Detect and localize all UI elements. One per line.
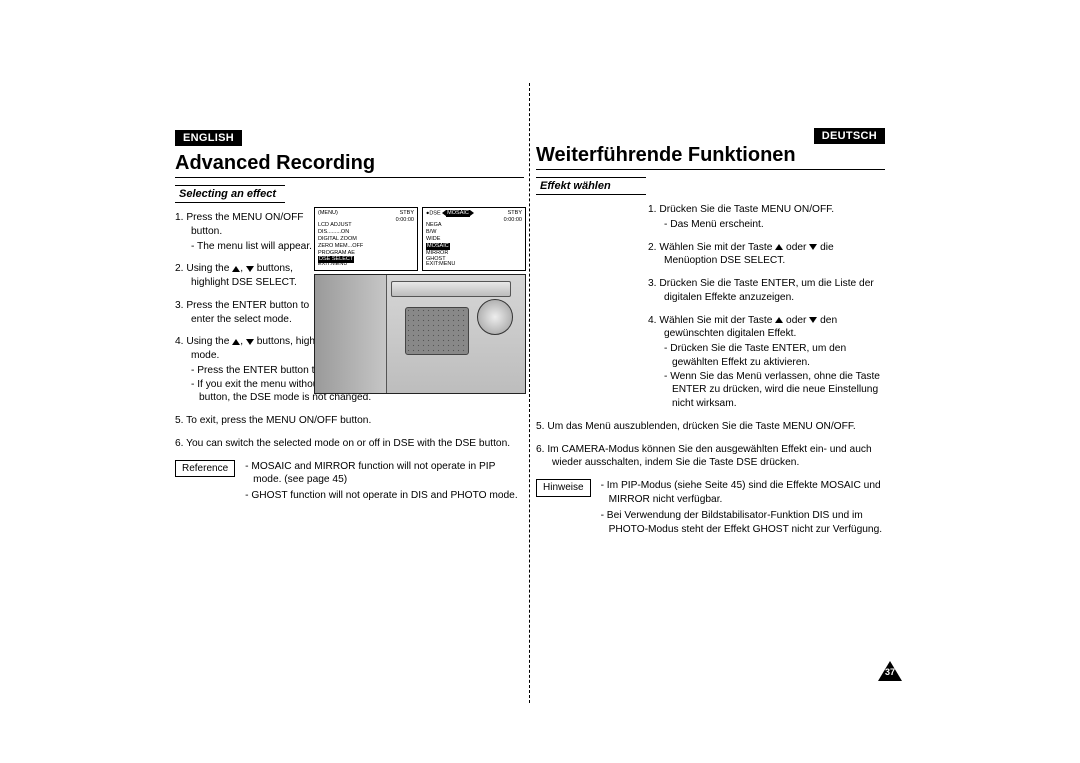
title-en: Advanced Recording — [175, 152, 524, 175]
osd-dse-list: NEGA B/W WIDE MOSAIC MIRROR GHOST — [426, 222, 450, 263]
osd-dse-screen: ●DSE MOSAIC STBY0:00:00 NEGA B/W WIDE MO… — [422, 207, 526, 271]
deutsch-column: DEUTSCH Weiterführende Funktionen Effekt… — [530, 128, 885, 668]
step-item: 6. Im CAMERA-Modus können Sie den ausgew… — [536, 443, 885, 471]
step-item: 2. Using the , buttons, highlight DSE SE… — [175, 262, 313, 290]
reference-label: Hinweise — [536, 479, 591, 497]
reference-list: - MOSAIC and MIRROR function will not op… — [245, 460, 524, 505]
step-item: 3. Press the ENTER button to enter the s… — [175, 299, 313, 327]
osd-menu-list: LCD ADJUST DIS.........ON DIGITAL ZOOM Z… — [318, 222, 363, 263]
osd-exit: EXIT:MENU — [426, 261, 455, 268]
page-number-badge: 37 — [878, 661, 902, 681]
subhead-de: Effekt wählen — [536, 177, 646, 195]
osd-label: (MENU) — [318, 210, 338, 217]
osd-exit: EXIT:MENU — [318, 261, 347, 268]
title-de: Weiterführende Funktionen — [536, 144, 885, 167]
camera-illustration — [314, 274, 526, 394]
lang-badge-de: DEUTSCH — [814, 128, 885, 144]
step-item: 2. Wählen Sie mit der Taste oder die Men… — [648, 241, 888, 269]
english-column: ENGLISH Advanced Recording Selecting an … — [175, 128, 530, 668]
title-underline — [536, 169, 885, 170]
step-item: 5. To exit, press the MENU ON/OFF button… — [175, 414, 524, 428]
reference-de: Hinweise - Im PIP-Modus (siehe Seite 45)… — [536, 479, 885, 538]
lang-badge-en: ENGLISH — [175, 130, 242, 146]
osd-status: STBY0:00:00 — [504, 210, 522, 224]
reference-list: - Im PIP-Modus (siehe Seite 45) sind die… — [601, 479, 885, 538]
step-item: 4. Wählen Sie mit der Taste oder den gew… — [648, 314, 888, 411]
osd-status: STBY0:00:00 — [396, 210, 414, 224]
content-de: 1. Drücken Sie die Taste MENU ON/OFF. - … — [536, 203, 885, 470]
step-item: 5. Um das Menü auszublenden, drücken Sie… — [536, 420, 885, 434]
step-item: 3. Drücken Sie die Taste ENTER, um die L… — [648, 277, 888, 305]
osd-label: ●DSE MOSAIC — [426, 210, 474, 217]
step-item: 1. Press the MENU ON/OFF button. - The m… — [175, 211, 313, 253]
subhead-en: Selecting an effect — [175, 185, 285, 203]
reference-label: Reference — [175, 460, 235, 478]
manual-page: ENGLISH Advanced Recording Selecting an … — [175, 128, 887, 668]
step-item: 1. Drücken Sie die Taste MENU ON/OFF. - … — [648, 203, 888, 232]
figures-en: (MENU) STBY0:00:00 LCD ADJUST DIS.......… — [314, 207, 526, 394]
step-item: 6. You can switch the selected mode on o… — [175, 437, 524, 451]
reference-en: Reference - MOSAIC and MIRROR function w… — [175, 460, 524, 505]
content-en: (MENU) STBY0:00:00 LCD ADJUST DIS.......… — [175, 211, 524, 451]
steps-de: 1. Drücken Sie die Taste MENU ON/OFF. - … — [536, 203, 885, 470]
osd-menu-screen: (MENU) STBY0:00:00 LCD ADJUST DIS.......… — [314, 207, 418, 271]
title-underline — [175, 177, 524, 178]
